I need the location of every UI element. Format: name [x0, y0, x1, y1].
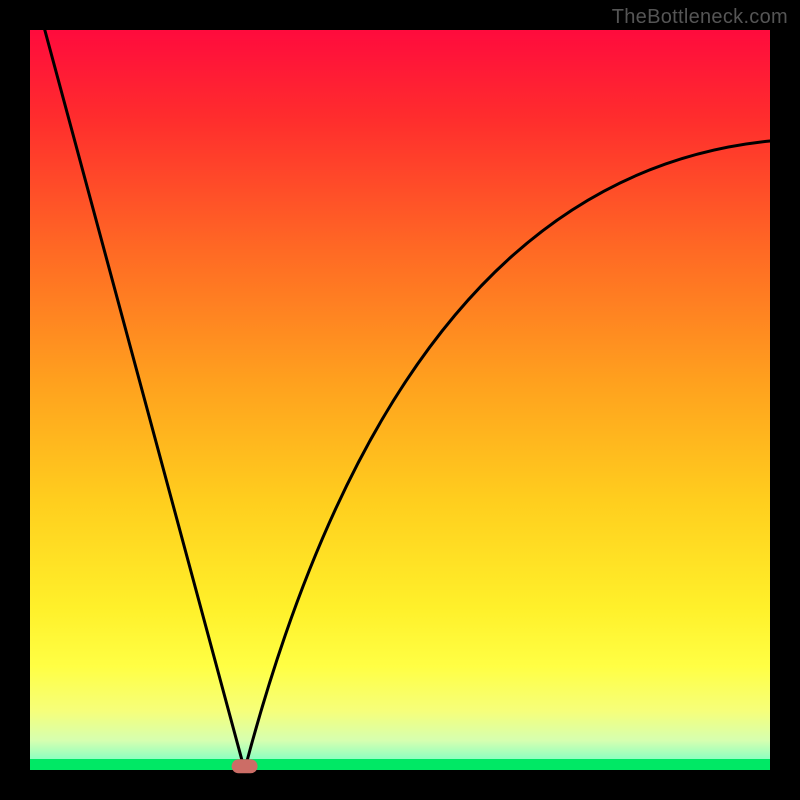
bottleneck-curve — [45, 30, 770, 770]
curve-layer — [0, 0, 800, 800]
optimum-marker — [232, 759, 258, 773]
watermark-text: TheBottleneck.com — [612, 6, 788, 29]
chart-stage: TheBottleneck.com — [0, 0, 800, 800]
